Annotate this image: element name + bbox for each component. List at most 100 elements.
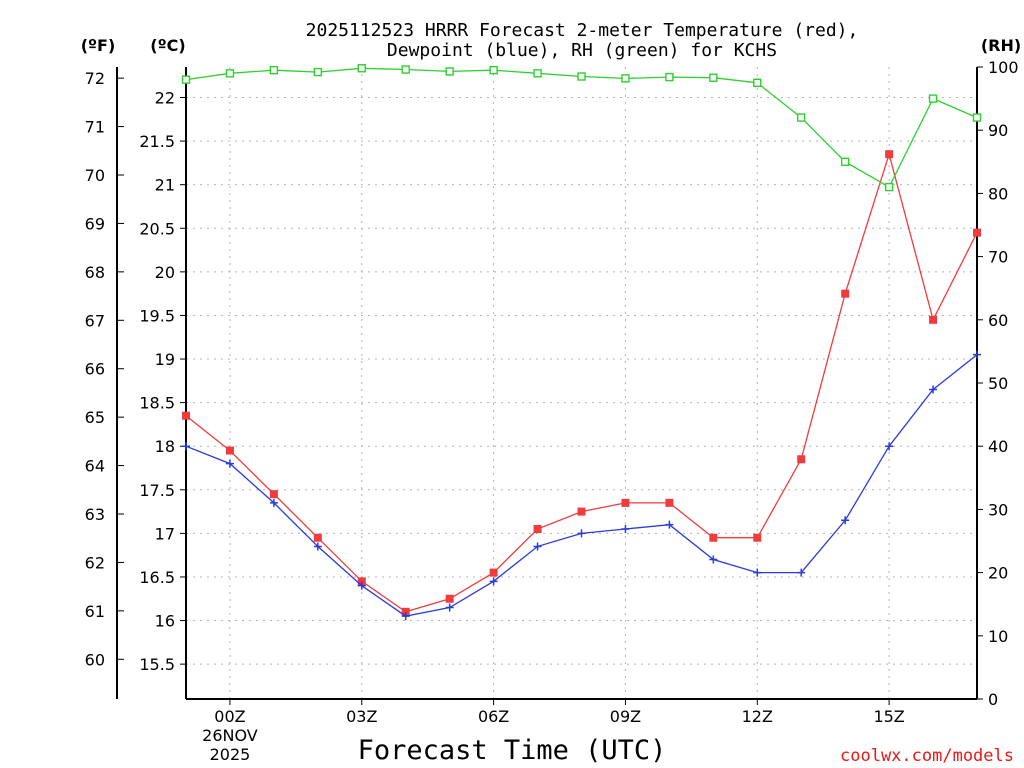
rh-tick-label: 100: [988, 58, 1019, 77]
temperature-point: [269, 490, 278, 499]
celsius-tick-label: 15.5: [139, 655, 175, 674]
dewpoint-point: [533, 542, 542, 551]
rh-tick-label: 10: [988, 627, 1008, 646]
celsius-tick-label: 21.5: [139, 132, 175, 151]
chart-title-line2: Dewpoint (blue), RH (green) for KCHS: [387, 40, 777, 61]
temperature-point: [621, 498, 630, 507]
temperature-point: [533, 525, 542, 534]
celsius-tick-label: 21: [155, 176, 175, 195]
celsius-tick-label: 19: [155, 350, 175, 369]
rh-point: [665, 72, 674, 82]
dewpoint-point: [753, 568, 762, 577]
x-tick-label: 09Z: [610, 707, 641, 726]
x-tick-date: 26NOV: [202, 726, 258, 745]
dewpoint-point: [313, 542, 322, 551]
rh-tick-label: 0: [988, 690, 998, 709]
rh-point: [709, 73, 718, 82]
rh-line: [185, 67, 978, 189]
celsius-tick-label: 19.5: [139, 306, 175, 325]
rh-unit-label: (RH): [981, 36, 1021, 55]
celsius-tick-label: 16.5: [139, 568, 175, 587]
x-tick-label: 15Z: [873, 707, 904, 726]
rh-tick-label: 20: [988, 564, 1008, 583]
x-tick-label: 06Z: [478, 707, 509, 726]
rh-point: [928, 94, 938, 103]
rh-point: [269, 65, 279, 75]
rh-point: [753, 78, 762, 88]
dewpoint-point: [357, 581, 366, 590]
rh-tick-label: 60: [988, 311, 1008, 330]
rh-point: [972, 113, 982, 122]
temperature-point: [225, 446, 234, 455]
fahrenheit-tick-label: 68: [85, 263, 105, 282]
dewpoint-point: [225, 459, 234, 468]
fahrenheit-tick-label: 64: [85, 457, 105, 476]
dewpoint-point: [269, 498, 278, 507]
fahrenheit-tick-label: 63: [85, 505, 105, 524]
temperature-point: [445, 594, 454, 603]
temperature-series: [182, 150, 981, 616]
rh-point: [313, 67, 323, 77]
dewpoint-point: [621, 525, 630, 534]
rh-point: [445, 67, 454, 76]
fahrenheit-tick-label: 70: [85, 166, 105, 185]
x-tick-label: 03Z: [346, 707, 377, 726]
rh-tick-label: 90: [988, 121, 1008, 140]
rh-tick-label: 70: [988, 248, 1008, 267]
celsius-tick-label: 17: [155, 524, 175, 543]
temperature-point: [753, 533, 762, 542]
celsius-tick-label: 18: [155, 437, 175, 456]
fahrenheit-tick-label: 61: [85, 602, 105, 621]
tick-labels: 15.5 16 16.5 17 17.5 18 18.5 19 19.5 20 20.5 21 21.5…: [85, 58, 1019, 764]
dewpoint-point: [445, 603, 454, 612]
temperature-point: [489, 568, 498, 577]
dewpoint-point: [709, 555, 718, 564]
x-tick-label: 12Z: [742, 707, 773, 726]
celsius-tick-label: 18.5: [139, 394, 175, 413]
rh-point: [797, 113, 806, 122]
rh-point: [840, 157, 850, 167]
x-tick-year: 2025: [210, 745, 251, 764]
rh-point: [533, 69, 542, 78]
dewpoint-point: [885, 442, 894, 451]
temperature-point: [841, 289, 850, 298]
dewpoint-point: [841, 516, 850, 525]
axes: [116, 66, 983, 705]
rh-point: [577, 72, 586, 81]
temperature-line: [185, 151, 978, 613]
rh-tick-label: 80: [988, 184, 1008, 203]
temperature-point: [357, 577, 366, 586]
temperature-point: [885, 150, 894, 159]
temperature-point: [709, 533, 718, 542]
grid-lines: [186, 67, 977, 699]
rh-tick-label: 30: [988, 500, 1008, 519]
x-tick-label: 00Z: [214, 707, 245, 726]
fahrenheit-tick-label: 71: [85, 118, 105, 137]
rh-series: [181, 64, 982, 192]
temperature-point: [797, 455, 806, 464]
temperature-point: [665, 498, 674, 507]
dewpoint-point: [929, 385, 938, 394]
rh-point: [489, 65, 498, 75]
fahrenheit-tick-label: 72: [85, 69, 105, 88]
x-axis-label: Forecast Time (UTC): [358, 735, 667, 766]
fahrenheit-tick-label: 66: [85, 360, 105, 379]
fahrenheit-unit-label: (ºF): [81, 36, 116, 55]
fahrenheit-tick-label: 65: [85, 408, 105, 427]
rh-tick-label: 40: [988, 437, 1008, 456]
rh-point: [181, 75, 191, 84]
fahrenheit-tick-label: 62: [85, 553, 105, 572]
watermark: coolwx.com/models: [840, 746, 1014, 766]
temperature-point: [182, 411, 190, 420]
temperature-point: [973, 228, 981, 237]
rh-tick-label: 50: [988, 374, 1008, 393]
dewpoint-series: [182, 350, 981, 621]
rh-point: [225, 69, 235, 78]
dewpoint-point: [577, 529, 586, 538]
rh-point: [884, 182, 894, 192]
dewpoint-point: [665, 520, 674, 529]
celsius-tick-label: 17.5: [139, 481, 175, 500]
temperature-point: [577, 507, 586, 516]
temperature-point: [313, 533, 322, 542]
